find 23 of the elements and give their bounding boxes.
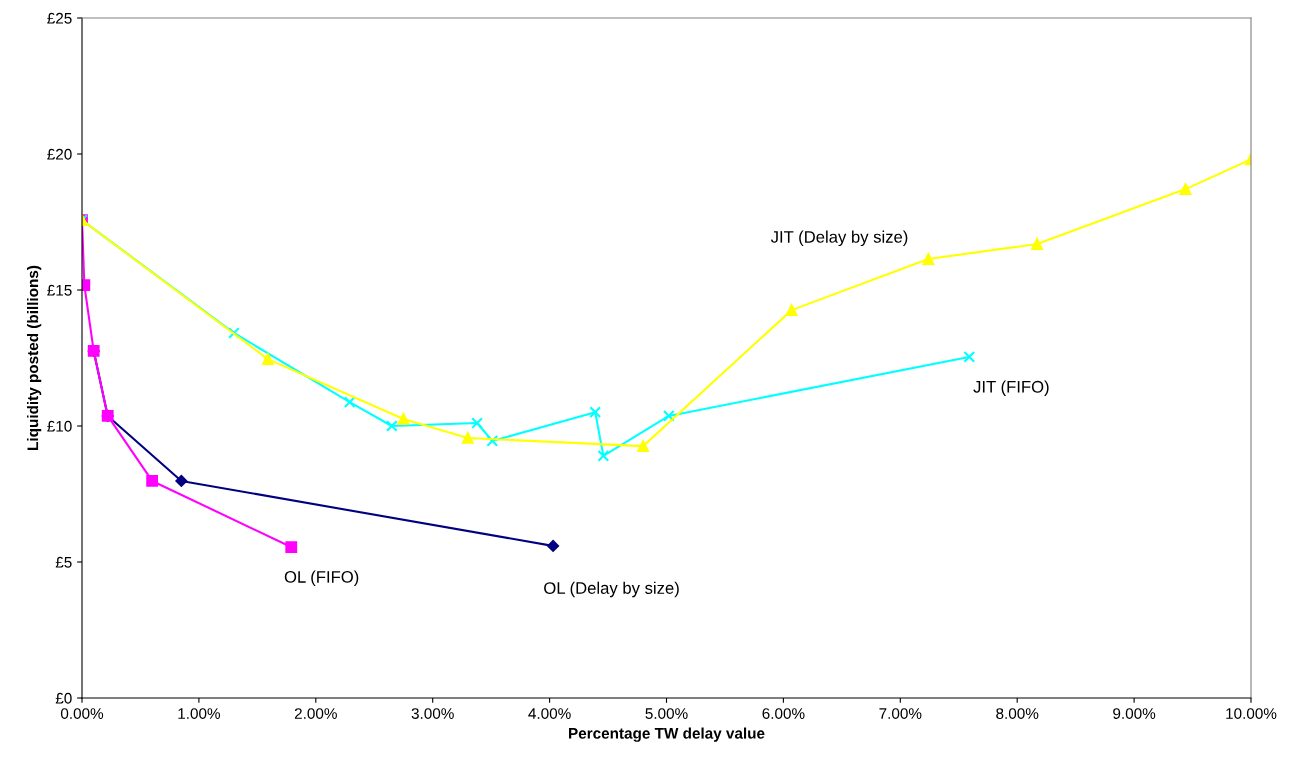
- series-label: OL (FIFO): [284, 570, 359, 587]
- x-tick-label: 4.00%: [528, 708, 571, 719]
- y-axis-title: Liquidity posted (billions): [26, 265, 42, 450]
- x-tick-label: 2.00%: [294, 708, 337, 719]
- x-tick-label: 3.00%: [411, 708, 454, 719]
- y-tick-label: £20: [47, 148, 72, 160]
- y-tick-label: £10: [47, 420, 72, 432]
- x-tick-label: 7.00%: [879, 708, 922, 719]
- series-label: JIT (Delay by size): [770, 230, 908, 247]
- x-tick-label: 8.00%: [996, 708, 1039, 719]
- x-tick-label: 0.00%: [60, 708, 104, 719]
- x-tick-label: 6.00%: [762, 708, 805, 719]
- x-tick-label: 5.00%: [645, 708, 688, 719]
- x-tick-label: 1.00%: [178, 708, 221, 719]
- y-tick-label: £25: [47, 12, 72, 24]
- series-label: JIT (FIFO): [973, 380, 1049, 396]
- y-tick-label: £5: [55, 556, 72, 568]
- x-tick-label: 9.00%: [1113, 708, 1156, 719]
- x-axis-title: Percentage TW delay value: [569, 727, 765, 742]
- y-tick-label: £15: [47, 284, 72, 296]
- series-label: OL (Delay by size): [544, 581, 679, 598]
- x-tick-label: 10.00%: [1226, 708, 1277, 719]
- y-tick-label: £0: [55, 692, 72, 704]
